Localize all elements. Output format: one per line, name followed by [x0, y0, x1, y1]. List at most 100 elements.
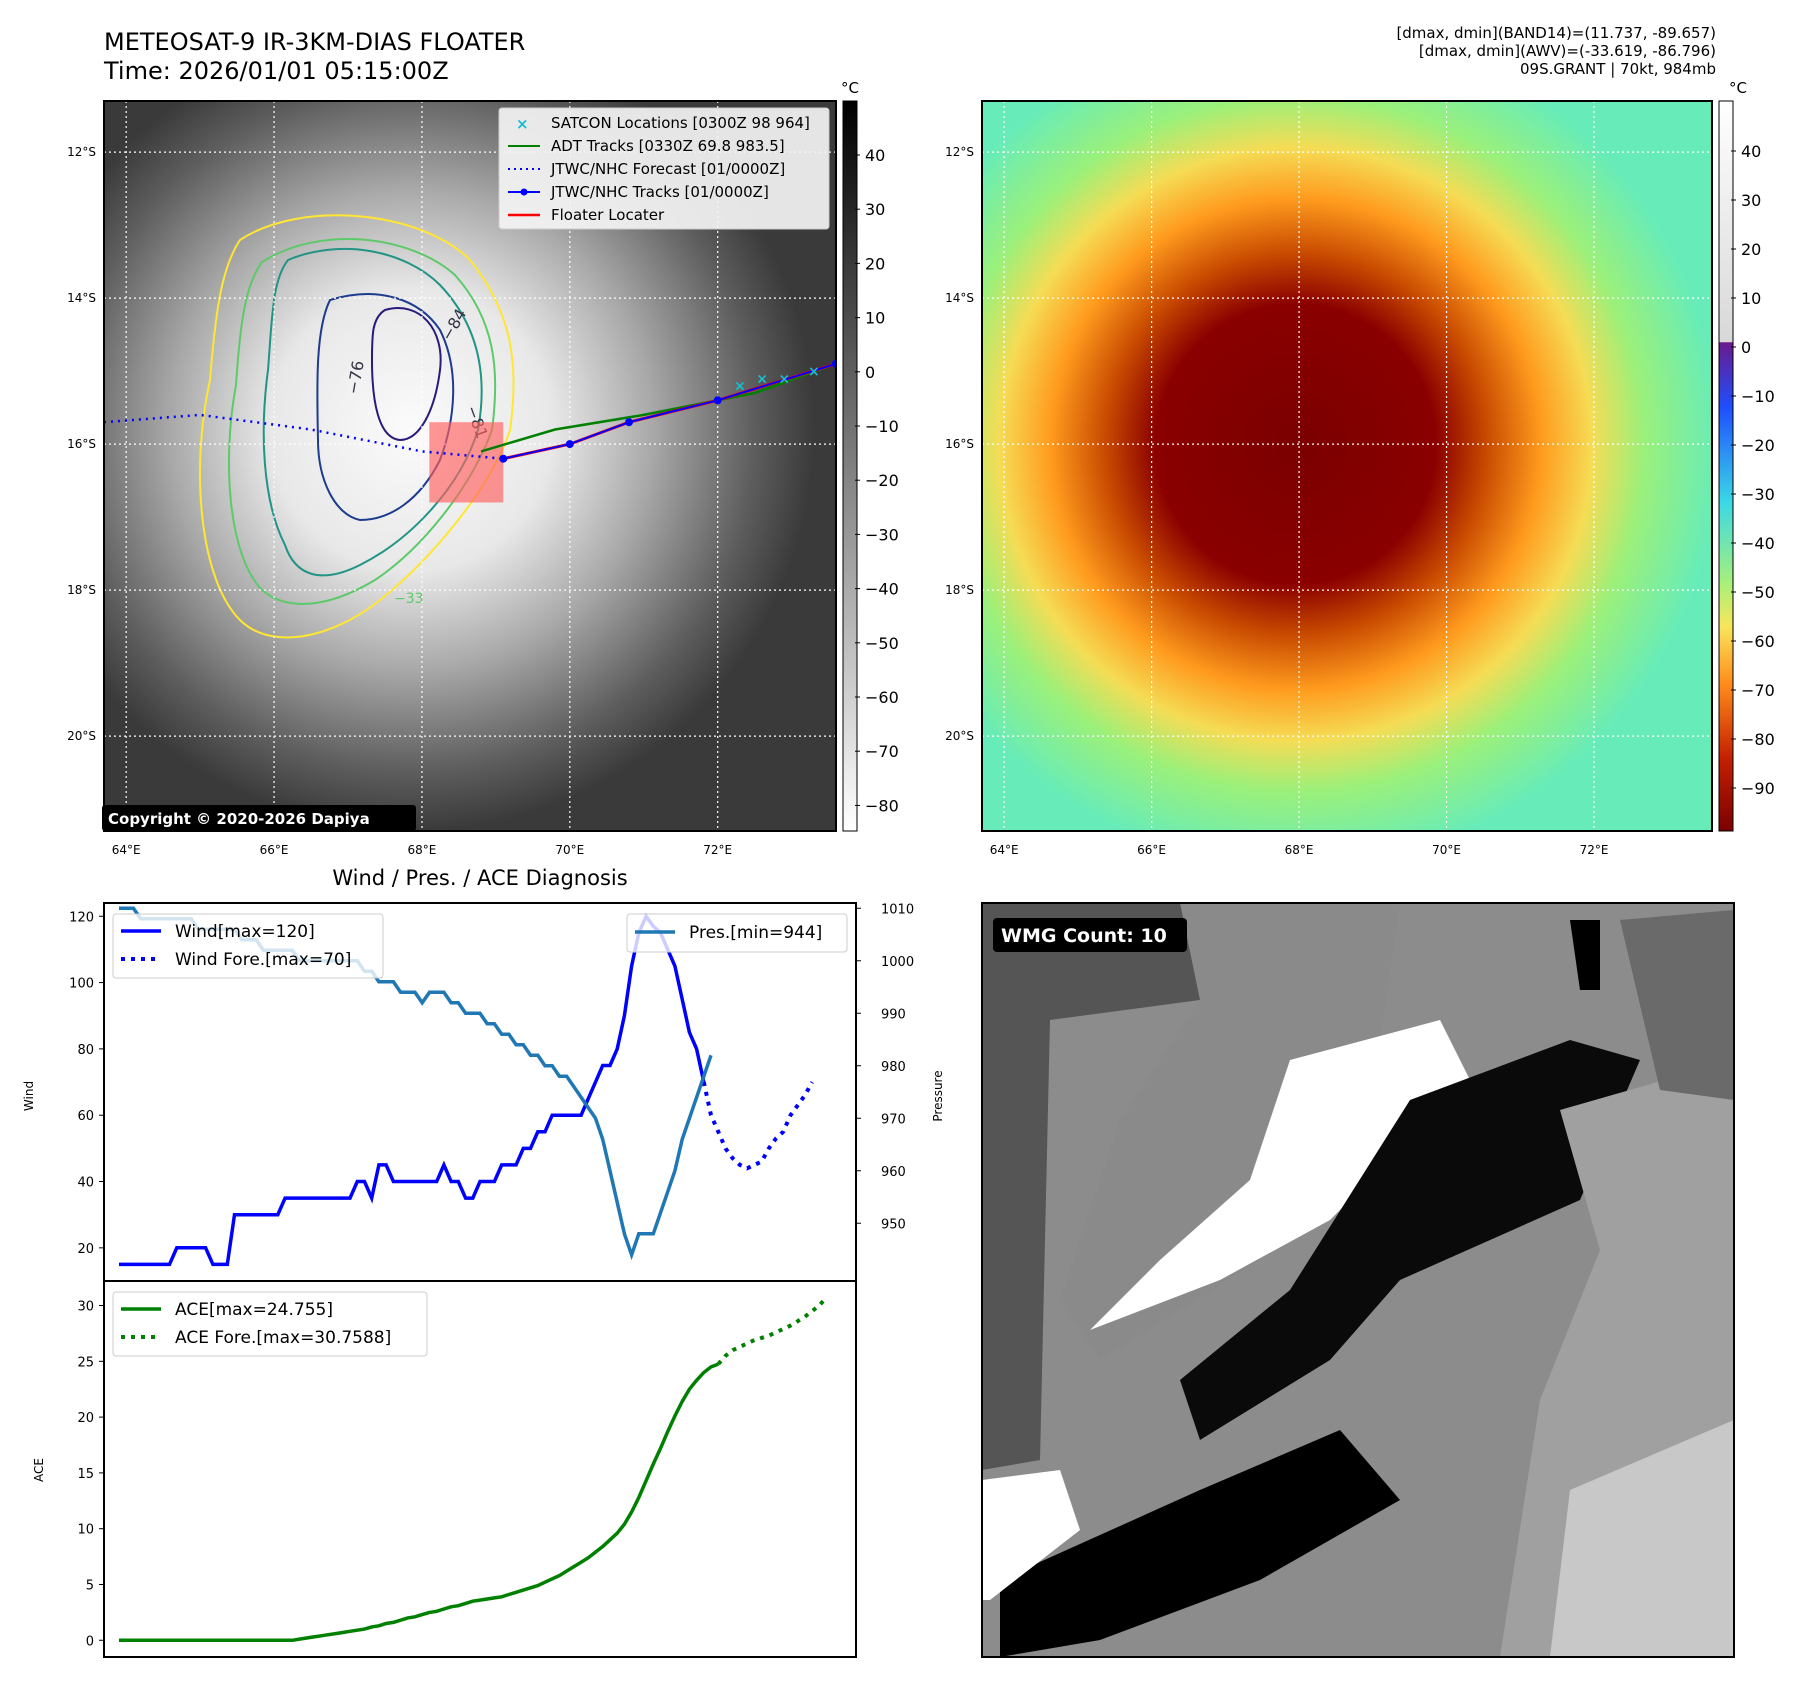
- title-line-1: METEOSAT-9 IR-3KM-DIAS FLOATER: [104, 28, 526, 56]
- diagnosis-title: Wind / Pres. / ACE Diagnosis: [332, 866, 627, 890]
- lat-tick-label: 20°S: [67, 729, 96, 743]
- colorbar-tick-label: −70: [865, 742, 899, 761]
- ir-colorbar-ticks: 40 30 20 10 0 −10 −20 −30 −40 −50 −60 −70 −80: [855, 146, 899, 815]
- colorbar-tick-label: −20: [1741, 436, 1775, 455]
- ir-tracks: × × × ×: [104, 359, 836, 503]
- wmg-black-band: [1180, 1040, 1640, 1440]
- wind-legend-box: [112, 913, 384, 979]
- color-axis-ticks: 64°E 66°E 68°E 70°E 72°E 12°S 14°S 16°S 18°S 20°S: [945, 145, 1608, 857]
- ace-series-line: [119, 1362, 719, 1643]
- pressure-tick-label: 990: [881, 1007, 906, 1022]
- lon-tick-label: 70°E: [1432, 843, 1461, 857]
- colorbar-tick-label: 30: [865, 200, 885, 219]
- figure-title: METEOSAT-9 IR-3KM-DIAS FLOATER Time: 202…: [104, 28, 525, 86]
- ace-tick-label: 15: [77, 1467, 94, 1482]
- pressure-tick-label: 980: [881, 1060, 906, 1075]
- copyright-text: Copyright © 2020-2026 Dapiya: [108, 810, 370, 828]
- wmg-upper-right: [1620, 910, 1734, 1100]
- jtwc-track-point: [624, 418, 633, 427]
- ir-colorbar: [842, 100, 858, 832]
- pressure-tick-label: 970: [881, 1112, 906, 1127]
- color-ir-image: [982, 101, 1712, 831]
- ace-ylabel: ACE: [32, 1458, 46, 1482]
- contour-green: [227, 238, 497, 605]
- wind-tick-label: 80: [77, 1043, 94, 1058]
- colorbar-tick-label: 10: [865, 309, 885, 328]
- contour-yellow: [199, 214, 515, 639]
- colorbar-tick-label: −60: [1741, 632, 1775, 651]
- wind-fore-legend-label: Wind Fore.[max=70]: [175, 950, 351, 970]
- ace-tick-label: 30: [77, 1300, 94, 1315]
- wind-ylabel: Wind: [22, 1081, 36, 1111]
- colorbar-tick-label: −10: [865, 417, 899, 436]
- colorbar-tick-label: 0: [1741, 338, 1751, 357]
- color-colorbar-ticks: 40 30 20 10 0 −10 −20 −30 −40 −50 −60 −70 −80 −90: [1731, 142, 1775, 798]
- color-colorbar-unit: °C: [1729, 79, 1747, 97]
- lat-tick-label: 14°S: [67, 291, 96, 305]
- colorbar-tick-label: −30: [865, 525, 899, 544]
- pressure-legend-box: [626, 913, 848, 953]
- wmg-dark-region: [982, 903, 1200, 1470]
- wind-legend-label: Wind[max=120]: [175, 922, 315, 942]
- floater-box: [429, 422, 504, 503]
- legend-label-adt: ADT Tracks [0330Z 69.8 983.5]: [551, 137, 785, 155]
- lon-tick-label: 64°E: [112, 843, 141, 857]
- ace-tick-label: 5: [86, 1578, 94, 1593]
- ir-colorbar-unit: °C: [841, 79, 859, 97]
- lon-tick-label: 70°E: [555, 843, 584, 857]
- lon-tick-label: 64°E: [990, 843, 1019, 857]
- ir-frame: [103, 100, 837, 832]
- wind-tick-label: 100: [69, 977, 94, 992]
- wmg-white-band: [1090, 1020, 1470, 1330]
- colorbar-tick-label: −80: [1741, 730, 1775, 749]
- contour-purple: [370, 307, 442, 442]
- contour-navy: [316, 293, 455, 522]
- contour-teal: [262, 247, 483, 577]
- colorbar-tick-label: −40: [1741, 534, 1775, 553]
- legend-label-floater: Floater Locater: [551, 206, 665, 224]
- legend-satcon-marker: ×: [516, 115, 529, 133]
- wmg-black-column: [1570, 920, 1600, 990]
- contour-label-4: −33: [394, 591, 424, 607]
- wind-tick-label: 120: [69, 910, 94, 925]
- colorbar-tick-label: −40: [865, 580, 899, 599]
- lon-tick-label: 66°E: [260, 843, 289, 857]
- ace-legend: ACE[max=24.755] ACE Fore.[max=30.7588]: [112, 1291, 428, 1357]
- colorbar-tick-label: 40: [1741, 142, 1761, 161]
- lon-tick-label: 72°E: [703, 843, 732, 857]
- legend-box: [498, 107, 830, 230]
- colorbar-tick-label: −20: [865, 471, 899, 490]
- pressure-tick-label: 960: [881, 1165, 906, 1180]
- ace-tick-label: 10: [77, 1523, 94, 1538]
- pressure-legend: Pres.[min=944]: [626, 913, 848, 953]
- pressure-tick-label: 1010: [881, 902, 914, 917]
- legend-label-forecast: JTWC/NHC Forecast [01/0000Z]: [550, 160, 785, 178]
- lon-tick-label: 68°E: [408, 843, 437, 857]
- lat-tick-label: 12°S: [945, 145, 974, 159]
- colorbar-tick-label: −50: [865, 634, 899, 653]
- colorbar-tick-label: 30: [1741, 191, 1761, 210]
- wmg-count-label: WMG Count: 10: [1001, 925, 1167, 947]
- wmg-lightest-region: [1550, 1420, 1734, 1657]
- lat-tick-label: 18°S: [945, 583, 974, 597]
- jtwc-track-point: [565, 440, 574, 449]
- wmg-panel: WMG Count: 10: [981, 902, 1735, 1658]
- wind-tick-label: 60: [77, 1109, 94, 1124]
- lon-tick-label: 66°E: [1137, 843, 1166, 857]
- lon-tick-label: 72°E: [1580, 843, 1609, 857]
- lat-tick-label: 16°S: [945, 437, 974, 451]
- ace-forecast-line: [716, 1295, 829, 1366]
- lat-tick-label: 14°S: [945, 291, 974, 305]
- ace-axes: 0 5 10 15 20 25 30: [77, 1300, 104, 1649]
- title-line-2: Time: 2026/01/01 05:15:00Z: [104, 57, 449, 85]
- lat-tick-label: 18°S: [67, 583, 96, 597]
- satcon-marker: ×: [778, 371, 790, 387]
- wmg-black-band-lower: [1000, 1430, 1400, 1657]
- satcon-marker: ×: [756, 371, 768, 387]
- color-colorbar: [1718, 100, 1734, 832]
- ace-legend-label: ACE[max=24.755]: [175, 1300, 333, 1320]
- ace-fore-legend-label: ACE Fore.[max=30.7588]: [175, 1328, 391, 1348]
- ace-legend-box: [112, 1291, 428, 1357]
- lat-tick-label: 12°S: [67, 145, 96, 159]
